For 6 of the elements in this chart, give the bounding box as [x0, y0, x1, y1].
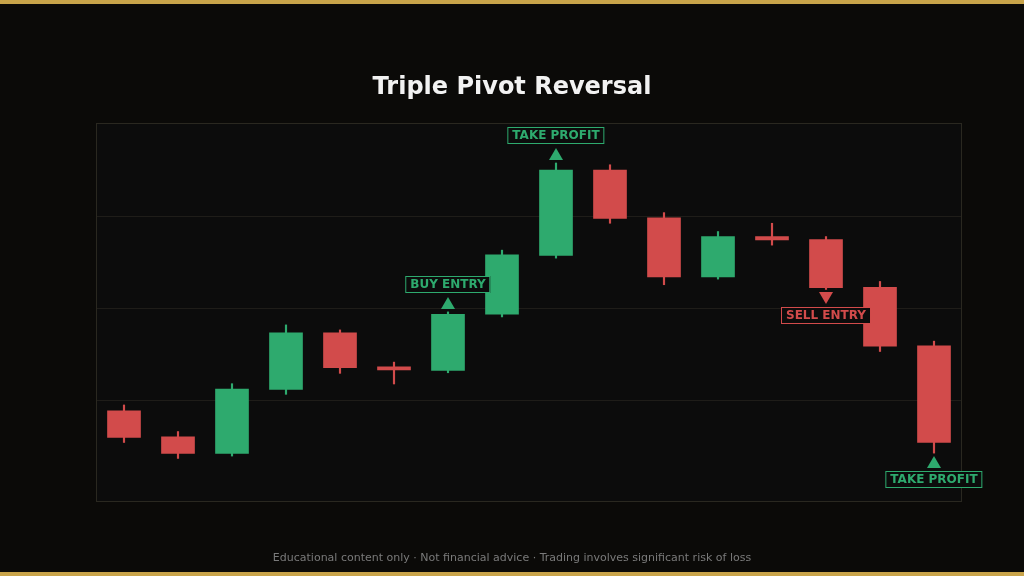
- annotation: BUY ENTRY: [405, 275, 491, 293]
- chart-title: Triple Pivot Reversal: [371, 72, 653, 100]
- annotation: SELL ENTRY: [780, 307, 872, 325]
- text: Educational content only · Not financial advice · Trading involves significant risk of loss: [271, 551, 753, 564]
- annotation: TAKE PROFIT: [885, 471, 983, 489]
- annotation: TAKE PROFIT: [507, 126, 605, 144]
